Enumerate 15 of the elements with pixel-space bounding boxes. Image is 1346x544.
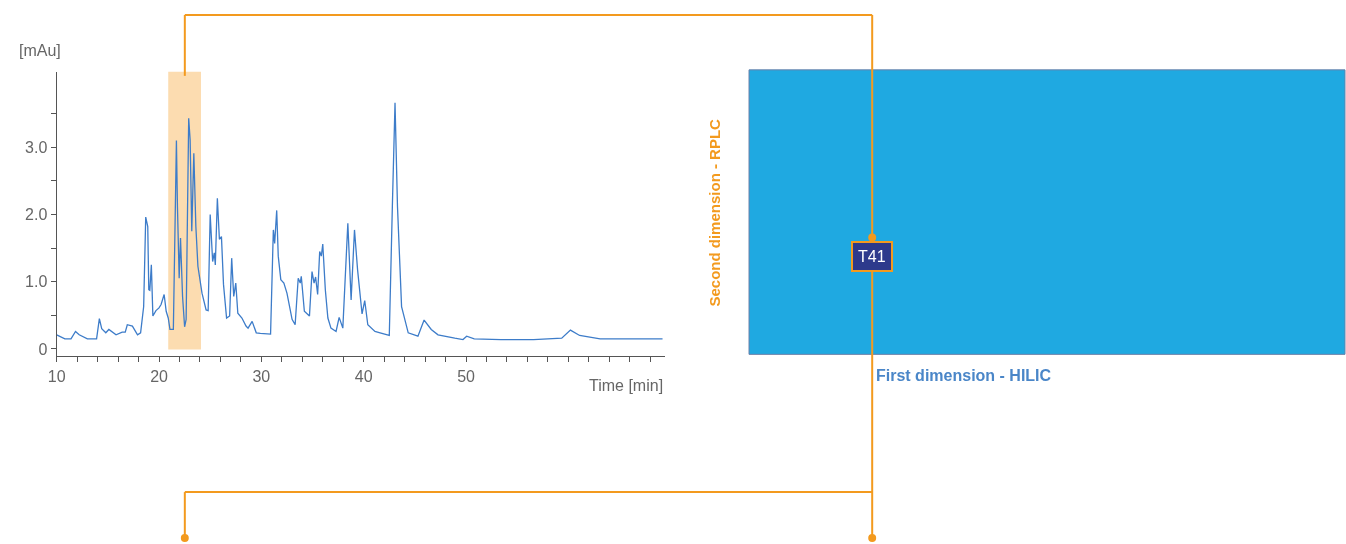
y-tick-label: 3.0 — [25, 138, 48, 156]
x-tick-label: 40 — [354, 367, 373, 385]
text: First dimension - HILIC — [876, 367, 1052, 384]
x-tick-label: 50 — [457, 367, 476, 385]
x-tick-label: 30 — [252, 367, 271, 385]
y-tick-label: 2.0 — [25, 206, 48, 224]
x-tick-label: 10 — [47, 367, 66, 385]
line-series — [56, 102, 664, 341]
x-tick-label: 20 — [150, 367, 169, 385]
text: Second dimension - RPLC — [706, 118, 724, 307]
y-tick-label: 0 — [38, 340, 48, 358]
text: T41 — [858, 248, 886, 265]
x-axis-title: Time [min] — [589, 377, 664, 394]
y-tick-label: 1.0 — [25, 273, 48, 291]
y-axis-title: [mAu] — [19, 42, 61, 59]
